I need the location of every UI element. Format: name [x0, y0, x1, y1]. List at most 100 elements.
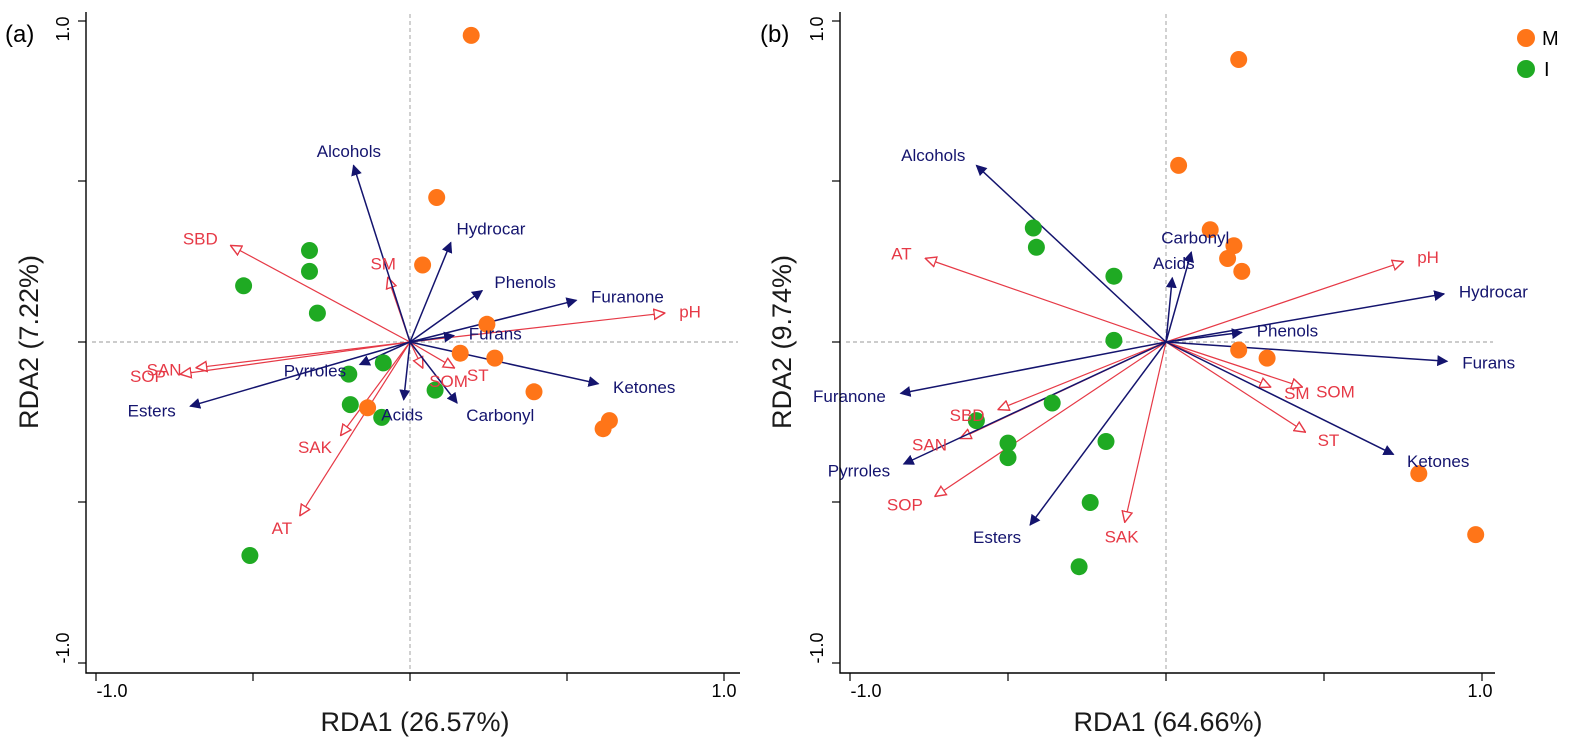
panel-a-point-m-4 — [478, 315, 496, 333]
panel-a-point-i-15 — [340, 365, 358, 383]
panel-a-species-arrow-esters — [189, 341, 411, 409]
panel-a-point-i-13 — [235, 277, 253, 295]
legend-label-i: I — [1544, 59, 1550, 81]
panel-b-env-arrow-ph — [1165, 262, 1403, 343]
panel-b-point-m-7 — [1230, 341, 1248, 359]
panel-a-point-i-12 — [301, 262, 318, 280]
panel-a-xtick-label-right: 1.0 — [711, 681, 736, 701]
panel-b-ytick-label-bottom: -1.0 — [807, 632, 827, 663]
panel-b-species-arrow-phenols — [1165, 328, 1243, 343]
panel-a-species-label-carbonyl: Carbonyl — [466, 406, 534, 425]
panel-a-env-arrow-san — [197, 341, 411, 368]
panel-b-label: (b) — [760, 21, 789, 48]
panel-a-xtick-label-left: -1.0 — [96, 681, 127, 701]
panel-a-ytick-label-bottom: -1.0 — [53, 632, 73, 663]
panel-a-species-label-acids: Acids — [381, 406, 423, 425]
panel-b-env-label-at: AT — [891, 245, 911, 264]
panel-a-axes — [85, 12, 740, 674]
panel-a-species-arrow-ketones — [409, 341, 600, 387]
panel-b-point-i-18 — [1097, 433, 1115, 450]
panel-b-point-m-1 — [1230, 51, 1248, 68]
panel-b-sample-points — [967, 51, 1485, 576]
panel-a-sample-points — [235, 26, 618, 564]
panel-a-env-arrow-sop — [181, 341, 411, 374]
panel-b-species-arrow-hydrocar — [1165, 290, 1446, 343]
legend-marker-m — [1517, 29, 1535, 47]
panel-a-species-label-furans: Furans — [469, 324, 522, 343]
panel-b-axes — [839, 12, 1495, 674]
panel-b-species-label-phenols: Phenols — [1257, 322, 1318, 341]
panel-b-point-i-12 — [1027, 238, 1045, 256]
panel-b-species-arrow-alcohols — [975, 164, 1167, 343]
panel-b-species-arrow-ketones — [1165, 341, 1395, 456]
panel-a-point-i-14 — [308, 304, 326, 322]
panel-b-env-label-sak: SAK — [1105, 527, 1140, 546]
panel-a-x-axis-title: RDA1 (26.57%) — [320, 707, 509, 737]
panel-a-env-label-ph: pH — [679, 302, 701, 321]
panel-b-species-label-acids: Acids — [1153, 254, 1195, 273]
panel-a-env-arrow-st — [409, 341, 454, 368]
panel-a-point-m-1 — [462, 26, 480, 44]
panel-b-species-arrows — [899, 164, 1449, 526]
panel-b-point-i-15 — [999, 434, 1017, 452]
panel-b-y-axis-title: RDA2 (9.74%) — [767, 255, 797, 429]
panel-a-point-m-5 — [451, 344, 469, 362]
panel-a-species-arrow-carbonyl — [409, 341, 458, 404]
panel-a-env-label-sm: SM — [370, 255, 396, 274]
panel-b-xtick-label-right: 1.0 — [1467, 681, 1492, 701]
panel-a-point-i-18 — [341, 396, 359, 414]
panel-b-point-i-19 — [999, 449, 1017, 467]
legend-label-m: M — [1542, 28, 1559, 50]
panel-a-point-m-10 — [594, 420, 612, 438]
panel-b-point-m-5 — [1219, 250, 1237, 267]
panel-b-species-label-furans: Furans — [1462, 353, 1515, 372]
panel-a-env-label-sak: SAK — [298, 438, 333, 457]
panel-a-species-arrow-phenols — [409, 289, 484, 343]
panel-b-point-m-4 — [1225, 237, 1243, 255]
legend: M I — [1517, 28, 1559, 81]
panel-b-species-arrow-furans — [1165, 341, 1449, 367]
panel-a-point-m-3 — [414, 256, 432, 274]
panel-a-species-label-hydrocar: Hydrocar — [457, 220, 526, 239]
panel-a-species-arrow-pyrroles — [358, 341, 411, 366]
panel-a-env-label-at: AT — [272, 519, 292, 538]
panel-b-species-label-pyrroles: Pyrroles — [828, 461, 890, 480]
panel-b-point-m-9 — [1410, 465, 1428, 483]
panel-b-point-i-14 — [1105, 331, 1123, 349]
panel-a-label: (a) — [5, 21, 34, 48]
panel-a-y-axis-title: RDA2 (7.22%) — [14, 255, 44, 429]
panel-b-species-arrow-esters — [1029, 341, 1167, 526]
panel-b-point-m-8 — [1258, 349, 1276, 367]
panel-b-point-i-20 — [1081, 494, 1099, 511]
panel-a-point-m-6 — [486, 349, 504, 367]
panel-b-env-arrow-sop — [935, 341, 1167, 496]
panel-a-point-i-11 — [301, 242, 318, 259]
panel-a-env-label-st: ST — [467, 366, 489, 385]
panel-a-species-label-esters: Esters — [128, 401, 176, 420]
panel-b-point-m-10 — [1467, 526, 1485, 544]
panel-a-species-arrow-furans — [409, 331, 456, 343]
panel-a-species-label-alcohols: Alcohols — [317, 142, 381, 161]
panel-b-point-i-16 — [967, 412, 985, 430]
panel-b-species-label-alcohols: Alcohols — [901, 146, 965, 165]
panel-b-point-i-17 — [1043, 394, 1061, 412]
panel-b-env-arrow-som — [1165, 341, 1302, 387]
panel-a-env-arrow-sak — [341, 341, 411, 435]
panel-a-env-arrow-som — [409, 341, 423, 368]
panel-a-ytick-label-top: 1.0 — [53, 16, 73, 41]
panel-b-env-label-som: SOM — [1316, 383, 1355, 402]
panel-a-species-arrow-alcohols — [351, 164, 411, 343]
panel-a-env-label-som: SOM — [429, 372, 468, 391]
panel-a-point-i-20 — [241, 547, 259, 564]
panel-b-species-label-ketones: Ketones — [1407, 452, 1469, 471]
panel-b-species-arrow-pyrroles — [902, 341, 1167, 465]
panel-b-env-label-ph: pH — [1417, 248, 1439, 267]
panel-b-point-m-3 — [1201, 221, 1219, 239]
panel-b-point-i-21 — [1070, 558, 1088, 576]
panel-b-env-arrow-sbd — [999, 341, 1167, 409]
panel-b-env-label-san: SAN — [912, 436, 947, 455]
panel-a-env-arrow-sbd — [231, 246, 411, 343]
